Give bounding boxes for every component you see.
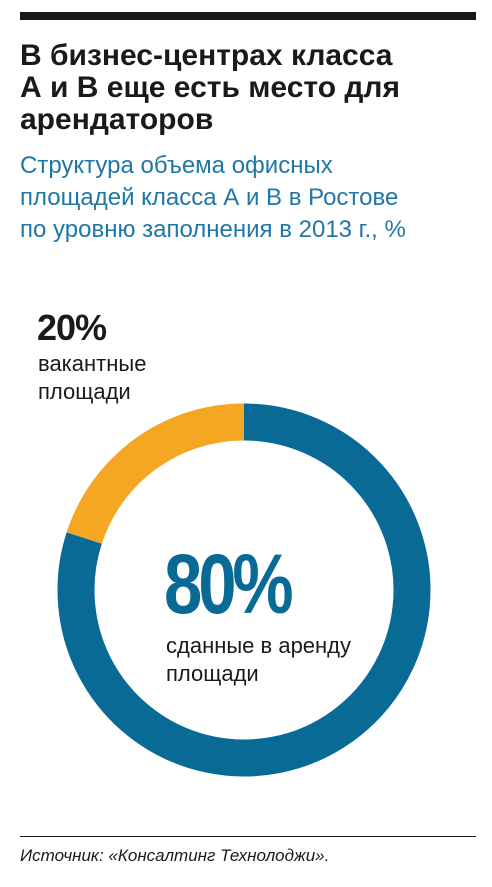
vacant-category-label: вакантные площади [38,351,147,404]
source-note: Источник: «Консалтинг Технолоджи». [20,846,330,865]
top-rule [20,12,476,20]
donut-slice-vacant [66,403,245,545]
chart-subtitle: Структура объема офисных площадей класса… [20,152,406,243]
rented-category-label: сданные в аренду площади [166,633,352,686]
chart-title: В бизнес-центрах класса А и В еще есть м… [20,39,400,136]
rented-percent-label: 80% [164,537,294,631]
bottom-rule [20,836,476,837]
donut-slice-rented [57,403,431,777]
vacant-percent-label: 20% [37,307,107,348]
